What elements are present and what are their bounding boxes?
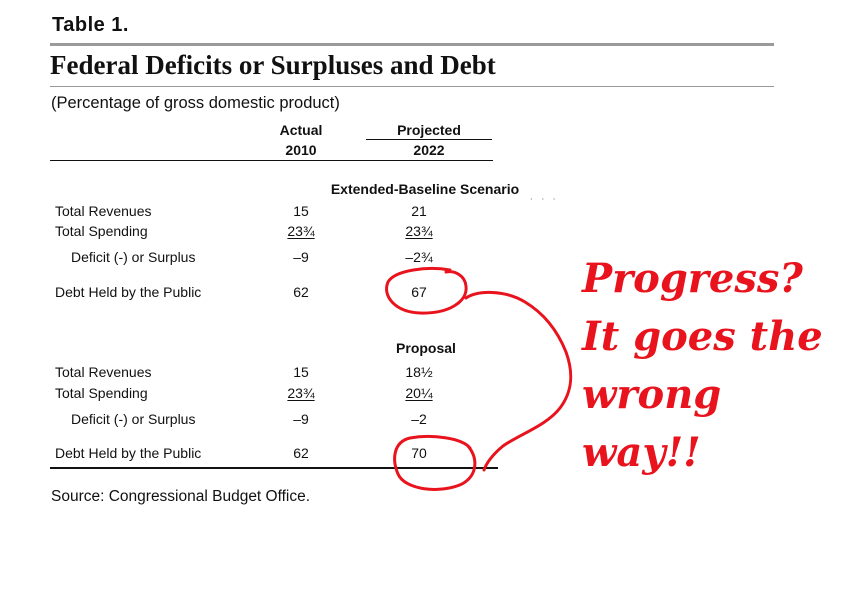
top-rule (50, 43, 774, 46)
cell-actual: 15 (293, 364, 309, 380)
row-label: Total Revenues (55, 203, 152, 219)
row-label: Total Revenues (55, 364, 152, 380)
header-rule (50, 160, 493, 161)
column-header-projected-year: 2022 (413, 142, 445, 158)
cell-actual: 62 (293, 284, 309, 300)
title-rule (50, 86, 774, 87)
row-label: Deficit (-) or Surplus (71, 411, 196, 427)
column-header-projected: Projected (397, 122, 461, 138)
handwritten-annotation: Progress? It goes the wrong way!! (582, 250, 823, 482)
annotation-line: way!! (582, 429, 701, 476)
source-note: Source: Congressional Budget Office. (51, 488, 311, 505)
cell-projected: –2 (411, 411, 427, 427)
table-title: Federal Deficits or Surpluses and Debt (50, 50, 496, 80)
cell-actual: 23¾ (287, 223, 315, 239)
annotation-line: Progress? (582, 255, 803, 302)
table-number: Table 1. (52, 14, 129, 36)
table-subtitle: (Percentage of gross domestic product) (51, 94, 340, 112)
cell-projected: 21 (411, 203, 427, 219)
annotation-line: It goes the (582, 313, 823, 360)
row-label: Deficit (-) or Surplus (71, 249, 196, 265)
cell-actual: –9 (293, 249, 309, 265)
cell-projected: 20¼ (405, 385, 433, 401)
section-heading-baseline: Extended-Baseline Scenario (330, 181, 520, 197)
section-heading-proposal: Proposal (396, 340, 456, 356)
cell-projected: 18½ (405, 364, 433, 380)
column-header-actual: Actual (279, 122, 323, 138)
cell-actual: 23¾ (287, 385, 315, 401)
connector-arrow (464, 290, 573, 472)
cell-projected: 70 (411, 445, 427, 461)
cell-projected: –2¾ (405, 249, 433, 265)
projected-header-rule (366, 139, 492, 140)
cell-projected: 23¾ (405, 223, 433, 239)
cell-actual: 15 (293, 203, 309, 219)
cell-actual: –9 (293, 411, 309, 427)
cell-projected: 67 (411, 284, 427, 300)
annotation-line: wrong (582, 371, 722, 418)
row-label: Debt Held by the Public (55, 445, 202, 461)
faint-marks: ˙ ˙ ˙ (530, 196, 559, 210)
row-label: Debt Held by the Public (55, 284, 202, 300)
row-label: Total Spending (55, 385, 148, 401)
cell-actual: 62 (293, 445, 309, 461)
row-label: Total Spending (55, 223, 148, 239)
bottom-rule (50, 467, 498, 469)
column-header-actual-year: 2010 (285, 142, 317, 158)
